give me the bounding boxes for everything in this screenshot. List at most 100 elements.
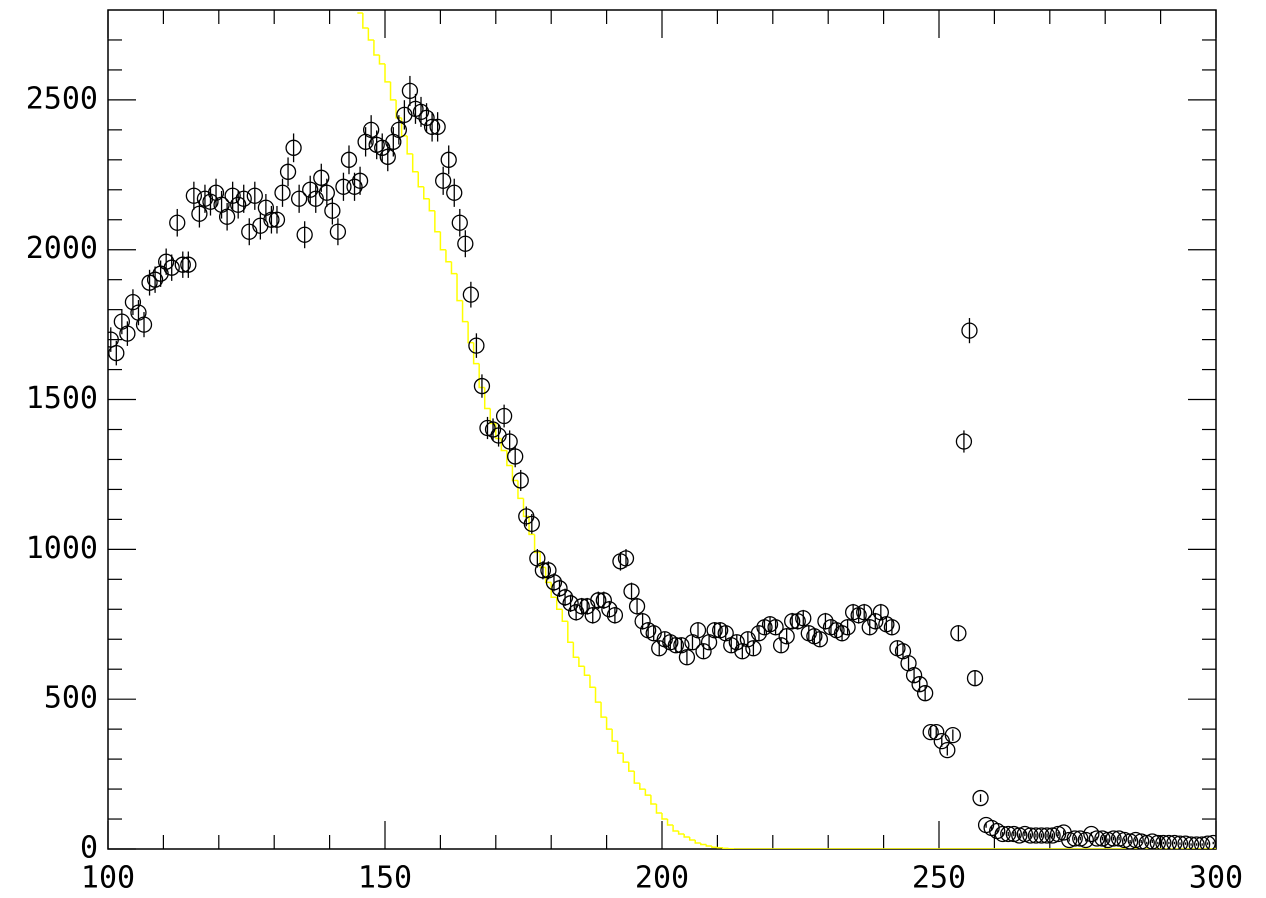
data-point [429, 118, 446, 136]
step-line [655, 804, 662, 814]
data-point [634, 613, 651, 630]
step-line [550, 582, 557, 599]
step-line [539, 552, 546, 569]
data-point [290, 190, 308, 207]
data-point [1138, 834, 1155, 849]
data-point [595, 592, 612, 609]
data-point [1160, 834, 1178, 849]
y-tick-label: 500 [44, 681, 98, 716]
step-line [722, 847, 729, 849]
data-point [966, 670, 984, 687]
step-line [533, 534, 541, 554]
data-point [1127, 831, 1144, 849]
step-line [362, 12, 369, 29]
y-tick-label: 2500 [26, 81, 98, 116]
step-line [583, 666, 590, 676]
step-line [389, 81, 397, 101]
data-point [1149, 834, 1166, 849]
data-point [390, 121, 408, 139]
data-point [1099, 831, 1117, 849]
step-line [567, 621, 574, 643]
step-line [616, 741, 624, 754]
data-point [939, 741, 956, 759]
data-point [473, 377, 491, 395]
data-point [340, 151, 358, 168]
data-point [689, 622, 707, 639]
data-point [917, 685, 934, 702]
step-line [367, 27, 374, 41]
data-point [778, 628, 795, 645]
data-point [750, 625, 768, 642]
data-point [905, 667, 923, 684]
data-point [1083, 825, 1100, 843]
data-point [435, 172, 452, 189]
data-point [401, 82, 419, 100]
step-line [700, 843, 707, 846]
data-point [346, 178, 363, 195]
data-point [606, 607, 624, 624]
step-line [672, 825, 679, 832]
data-point [268, 211, 286, 228]
data-point [501, 433, 518, 450]
data-point [296, 226, 313, 243]
step-line [677, 831, 685, 835]
data-point [318, 184, 335, 201]
step-line [506, 450, 513, 467]
data-point [279, 163, 297, 180]
step-line [628, 762, 635, 772]
data-point [235, 190, 252, 207]
data-point [351, 172, 369, 189]
x-tick-label: 150 [358, 861, 412, 896]
data-point [883, 619, 901, 636]
data-point [922, 723, 939, 741]
data-point [534, 562, 552, 579]
step-line [395, 99, 402, 119]
step-line [406, 135, 413, 155]
x-tick-label: 100 [81, 861, 135, 896]
y-tick-label: 2000 [26, 231, 98, 266]
data-point [584, 607, 601, 624]
step-line [423, 186, 430, 200]
data-point [728, 634, 745, 651]
step-line [644, 789, 651, 796]
y-tick-label: 0 [80, 831, 98, 866]
data-point [784, 613, 801, 630]
data-point [1205, 834, 1216, 849]
data-point [507, 448, 524, 465]
step-line [428, 198, 435, 212]
data-point [313, 169, 330, 186]
data-point [556, 589, 574, 606]
data-point [185, 187, 203, 204]
data-point [224, 187, 241, 204]
step-line [517, 480, 524, 500]
data-point [169, 214, 186, 231]
step-line [445, 249, 452, 263]
data-point [1005, 825, 1022, 843]
step-line [411, 153, 419, 173]
data-point [362, 121, 380, 139]
data-point [944, 726, 961, 744]
step-line [467, 321, 474, 344]
data-point [1016, 825, 1034, 843]
data-point [263, 211, 280, 228]
data-point [961, 322, 978, 339]
step-line [456, 273, 463, 302]
data-point [1011, 827, 1028, 844]
step-line [683, 834, 690, 838]
data-point [601, 601, 618, 618]
step-line [400, 117, 408, 137]
data-point [623, 583, 640, 600]
data-point [1072, 830, 1089, 847]
step-line [716, 847, 723, 849]
data-point [218, 208, 236, 225]
step-line [688, 837, 696, 841]
data-point [1199, 835, 1216, 849]
data-point [202, 193, 219, 210]
data-point [379, 148, 396, 165]
step-line [589, 675, 596, 688]
data-point [462, 286, 480, 303]
data-point [335, 178, 352, 195]
data-point [158, 253, 175, 270]
plot-area [108, 12, 1216, 849]
step-line [605, 717, 613, 730]
